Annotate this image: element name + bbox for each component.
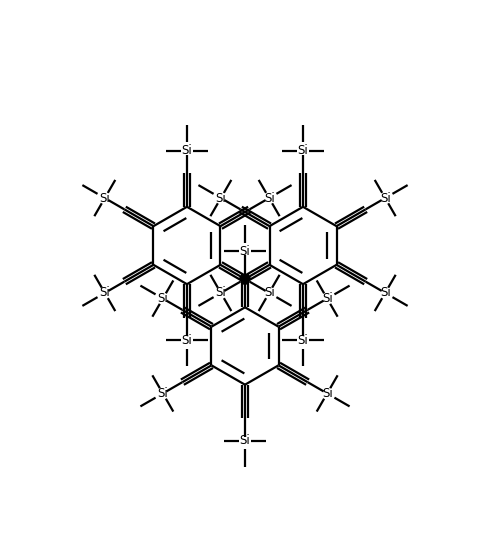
Text: Si: Si bbox=[322, 292, 333, 305]
Text: Si: Si bbox=[380, 191, 391, 205]
Text: Si: Si bbox=[216, 286, 226, 300]
Text: Si: Si bbox=[297, 334, 308, 347]
Text: Si: Si bbox=[322, 387, 333, 400]
Text: Si: Si bbox=[240, 434, 250, 448]
Text: Si: Si bbox=[157, 387, 168, 400]
Text: Si: Si bbox=[99, 286, 110, 300]
Text: Si: Si bbox=[182, 334, 193, 347]
Text: Si: Si bbox=[99, 191, 110, 205]
Text: Si: Si bbox=[240, 244, 250, 258]
Text: Si: Si bbox=[380, 286, 391, 300]
Text: Si: Si bbox=[297, 144, 308, 157]
Text: Si: Si bbox=[216, 191, 226, 205]
Text: Si: Si bbox=[182, 144, 193, 157]
Text: Si: Si bbox=[157, 292, 168, 305]
Text: Si: Si bbox=[264, 191, 274, 205]
Text: Si: Si bbox=[264, 286, 274, 300]
